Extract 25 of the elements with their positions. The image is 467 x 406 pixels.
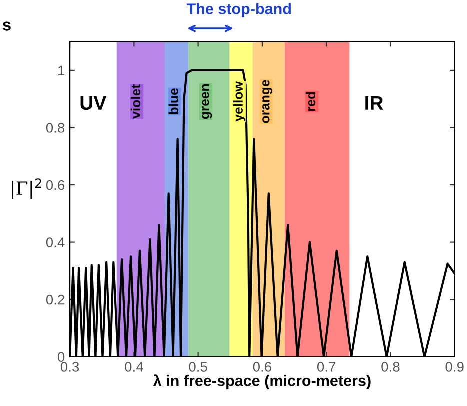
y-tick-label: 0 (58, 352, 65, 362)
band-label: violet (130, 84, 141, 119)
x-tick-label: 0.3 (60, 362, 80, 372)
band-label: green (202, 84, 212, 120)
text: s (2, 22, 11, 31)
annotation: UV (80, 96, 107, 110)
annotation: IR (366, 96, 384, 110)
x-tick-label: 0.9 (446, 362, 464, 372)
band-label: red (306, 92, 316, 112)
text: The stop-band (186, 3, 291, 18)
y-tick-label: 0.8 (46, 123, 65, 133)
y-tick-label: 0.2 (46, 294, 64, 305)
x-tick-label: 0.7 (317, 362, 336, 372)
band-label: yellow (233, 81, 246, 122)
band-label: blue (168, 88, 178, 114)
x-tick-label: 0.4 (125, 362, 144, 372)
x-axis-title: λ in free-space (micro-meters) (153, 374, 371, 390)
y-tick-label: 1 (58, 66, 65, 76)
y-tick-label: 0.4 (46, 238, 65, 248)
y-axis-title: |Γ|$^{2}$ (12, 178, 42, 200)
x-tick-label: 0.8 (382, 362, 400, 372)
x-tick-label: 0.6 (253, 362, 272, 372)
band-label: orange (262, 80, 272, 124)
x-tick-label: 0.5 (189, 362, 208, 372)
y-tick-label: 0.6 (46, 180, 65, 190)
